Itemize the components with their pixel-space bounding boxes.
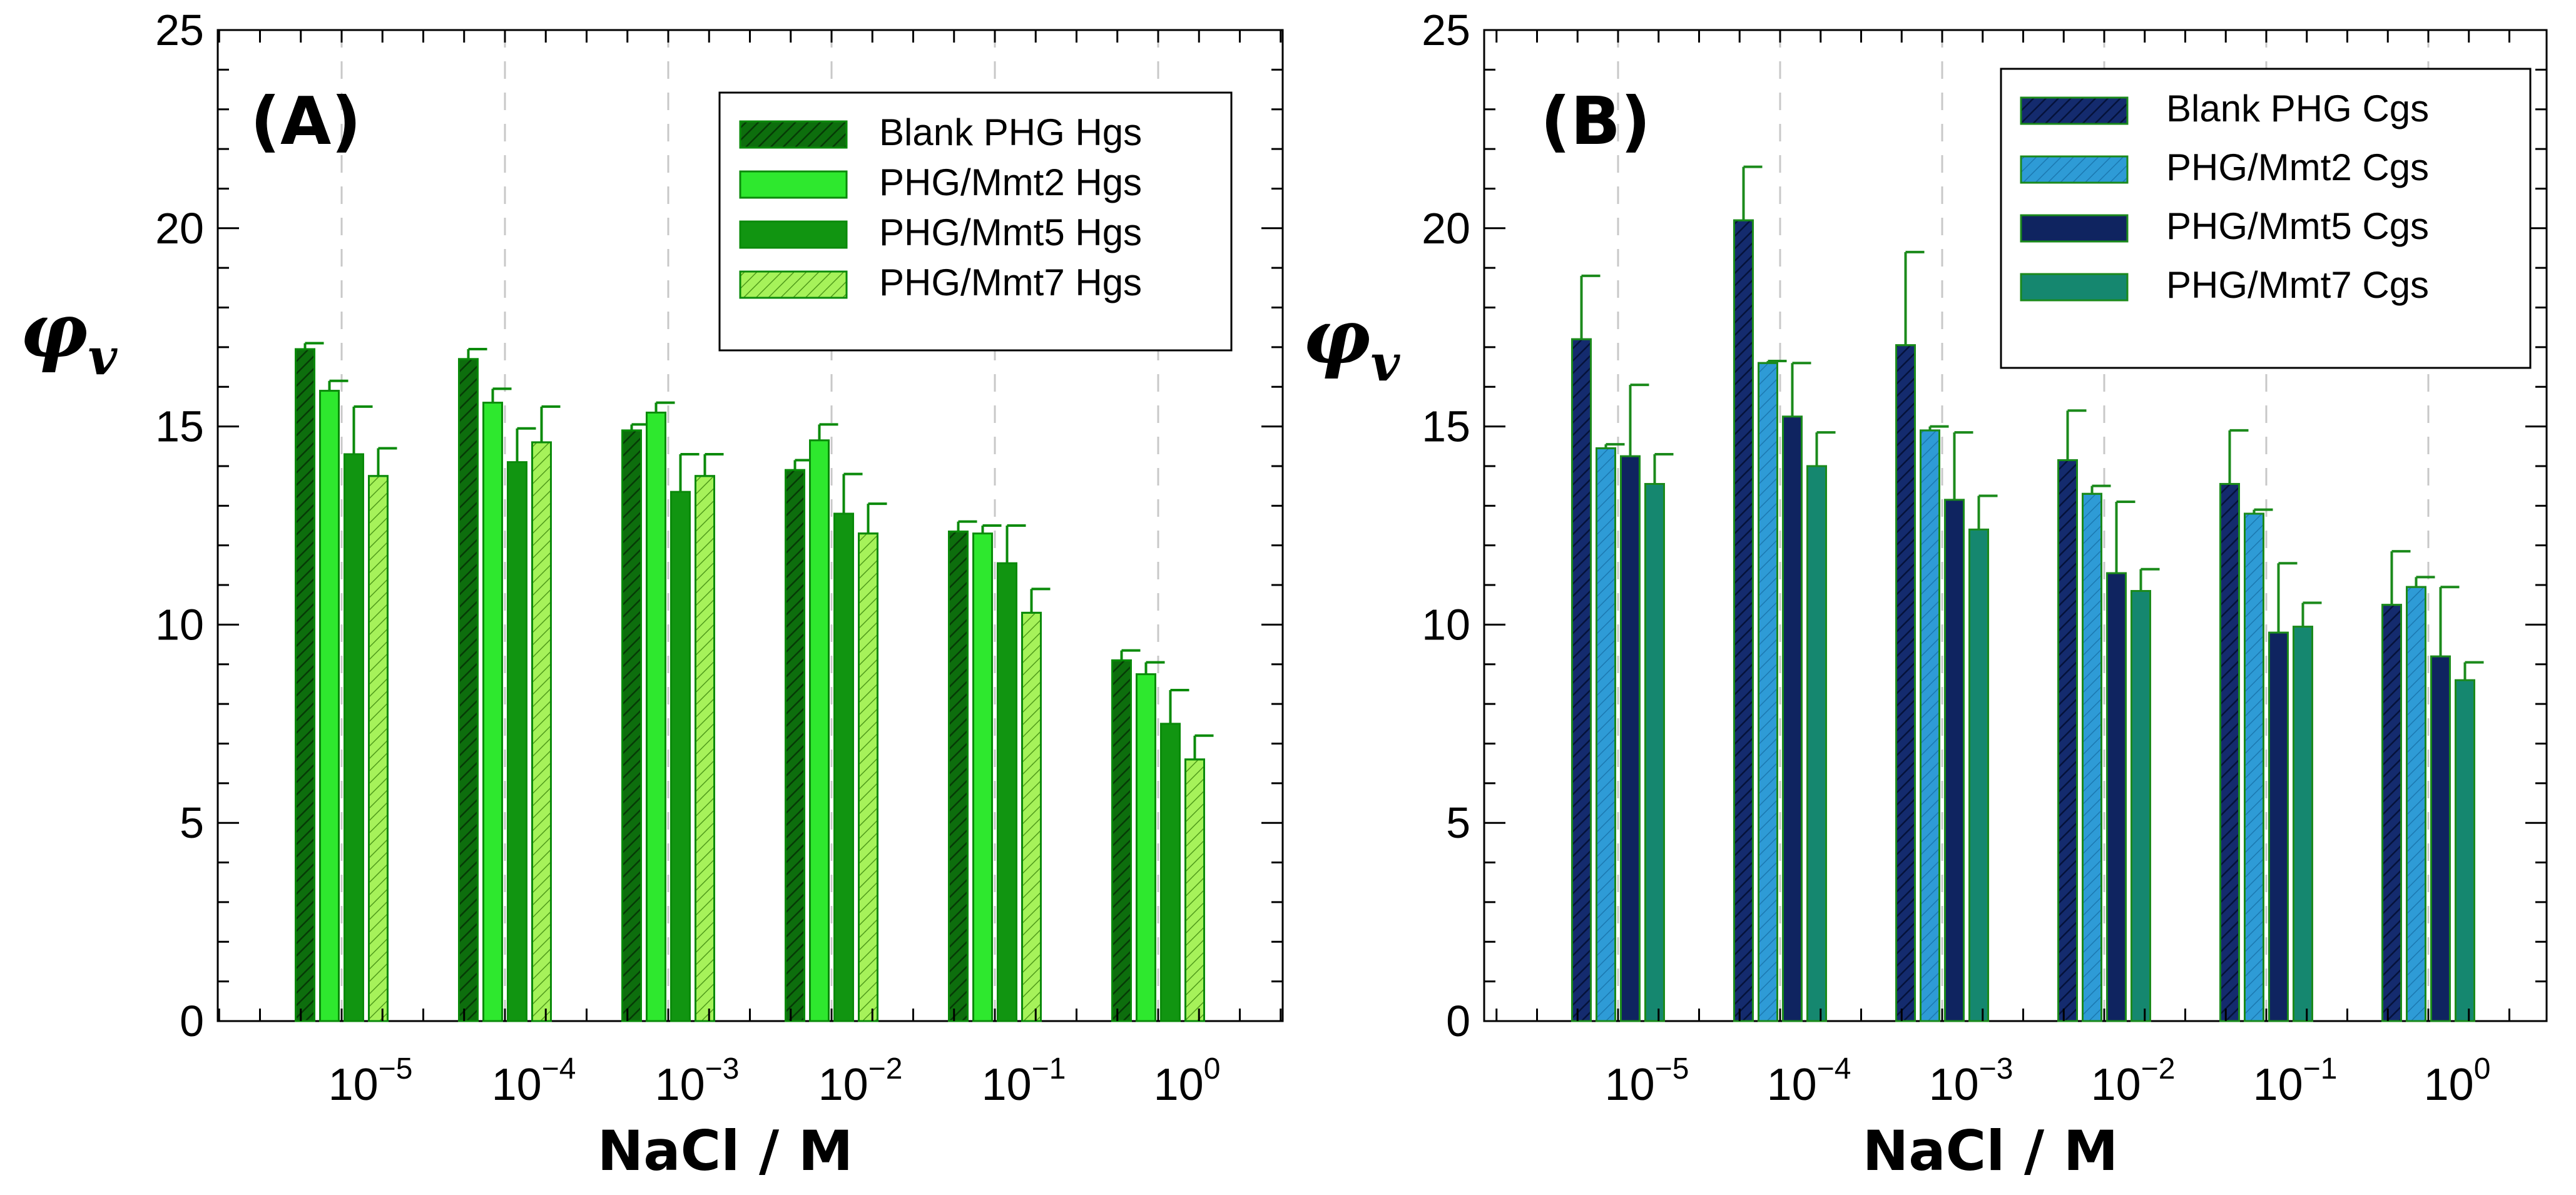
- y-tick-label: 25: [155, 6, 204, 54]
- bar-hatch: [531, 441, 552, 1022]
- bar-hatch: [785, 469, 805, 1022]
- bar-hatch: [2406, 586, 2426, 1022]
- y-tick-label: 20: [1422, 204, 1470, 253]
- x-tick-label: 10−2: [2091, 1052, 2176, 1110]
- y-tick-label: 10: [155, 600, 204, 649]
- x-tick-label: 10−3: [655, 1052, 740, 1110]
- bar: [1136, 673, 1156, 1022]
- legend-label: PHG/Mmt2 Cgs: [2166, 146, 2429, 188]
- y-axis-title: φv: [1303, 293, 1401, 392]
- y-tick-label: 5: [1446, 798, 1470, 847]
- legend-swatch: [2020, 273, 2129, 302]
- bar: [1620, 455, 1641, 1022]
- x-axis-title: NaCl / M: [598, 1119, 853, 1183]
- bar: [2268, 631, 2289, 1022]
- bar-hatch: [1021, 611, 1042, 1022]
- x-tick-label: 10−3: [1929, 1052, 2013, 1110]
- x-tick-label: 10−5: [1605, 1052, 1689, 1110]
- legend-swatch-hatch: [739, 120, 848, 149]
- bar: [319, 390, 340, 1022]
- y-axis-title: φv: [20, 287, 118, 386]
- legend-swatch-hatch: [2020, 96, 2129, 125]
- x-tick-label: 10−2: [818, 1052, 903, 1110]
- bar-hatch: [1920, 429, 1940, 1022]
- legend-label: PHG/Mmt7 Cgs: [2166, 264, 2429, 306]
- plot-frame: [1483, 29, 2548, 1022]
- bar: [2106, 572, 2127, 1022]
- legend-label: PHG/Mmt5 Hgs: [879, 211, 1142, 253]
- bar-hatch: [2244, 512, 2264, 1022]
- y-tick-label: 5: [180, 798, 204, 847]
- y-tick-label: 0: [1446, 997, 1470, 1045]
- bar: [344, 453, 364, 1022]
- y-tick-label: 10: [1422, 600, 1470, 649]
- legend-label: Blank PHG Hgs: [879, 111, 1142, 153]
- bar: [1782, 415, 1803, 1022]
- y-tick-label: 0: [180, 997, 204, 1045]
- bar-hatch: [695, 475, 715, 1022]
- legend-swatch-hatch: [739, 270, 848, 299]
- bar: [2131, 590, 2151, 1022]
- x-axis-title: NaCl / M: [1863, 1119, 2119, 1183]
- x-tick-label: 100: [1154, 1052, 1221, 1110]
- bar-hatch: [1733, 219, 1754, 1022]
- x-tick-label: 10−4: [492, 1052, 576, 1110]
- panel-b-chart: 0 5 10 15 20 25 10−5 10−4 10−3 10−2 10−1 100 NaCl / …: [1303, 6, 2548, 1183]
- bar-hatch: [2082, 492, 2102, 1022]
- bar: [1806, 465, 1827, 1022]
- bar-hatch: [2219, 482, 2240, 1022]
- panel-label: (B): [1540, 83, 1651, 160]
- x-tick-label: 100: [2424, 1052, 2491, 1110]
- bar-hatch: [1758, 362, 1778, 1022]
- y-tick-label: 20: [155, 204, 204, 253]
- bar: [2293, 626, 2313, 1022]
- legend-swatch: [2020, 214, 2129, 243]
- bar: [646, 411, 666, 1022]
- y-tick-label: 15: [1422, 402, 1470, 451]
- bar: [809, 439, 830, 1022]
- legend-label: Blank PHG Cgs: [2166, 88, 2429, 130]
- bar: [2455, 679, 2475, 1022]
- bar: [997, 562, 1017, 1022]
- bar: [482, 402, 503, 1022]
- bar: [1968, 528, 1989, 1022]
- bar-hatch: [295, 348, 315, 1022]
- bar-hatch: [1571, 338, 1592, 1022]
- bar: [1644, 482, 1665, 1022]
- bar-hatch: [1184, 758, 1205, 1022]
- legend-label: PHG/Mmt2 Hgs: [879, 161, 1142, 203]
- legend-swatch-hatch: [2020, 155, 2129, 184]
- bar-hatch: [2381, 604, 2402, 1022]
- bar: [1944, 499, 1965, 1022]
- bar-hatch: [858, 532, 878, 1022]
- y-tick-label: 15: [155, 402, 204, 451]
- bar: [1160, 723, 1181, 1022]
- legend-label: PHG/Mmt7 Hgs: [879, 262, 1142, 303]
- bar-hatch: [1111, 659, 1132, 1022]
- bar: [972, 532, 993, 1022]
- x-tick-label: 10−1: [982, 1052, 1066, 1110]
- bar: [507, 461, 527, 1022]
- bar: [833, 512, 854, 1022]
- x-tick-label: 10−5: [328, 1052, 413, 1110]
- bar-hatch: [368, 475, 389, 1022]
- x-tick-label: 10−4: [1767, 1052, 1851, 1110]
- legend-swatch: [739, 220, 848, 249]
- bar-hatch: [2057, 459, 2078, 1022]
- bar: [670, 491, 691, 1022]
- legend-label: PHG/Mmt5 Cgs: [2166, 205, 2429, 247]
- bar-hatch: [948, 531, 969, 1022]
- bar: [2430, 655, 2451, 1022]
- bar-hatch: [458, 358, 479, 1022]
- legend-swatch: [739, 170, 848, 199]
- panel-a-chart: 0 5 10 15 20 25 10−5 10−4 10−3 10−2 10−1 100 NaCl / …: [20, 6, 1284, 1183]
- bar-hatch: [621, 429, 642, 1022]
- panel-label: (A): [250, 83, 361, 160]
- bar-hatch: [1596, 447, 1616, 1022]
- y-tick-label: 25: [1422, 6, 1470, 54]
- x-tick-label: 10−1: [2253, 1052, 2338, 1110]
- bar-hatch: [1895, 344, 1916, 1022]
